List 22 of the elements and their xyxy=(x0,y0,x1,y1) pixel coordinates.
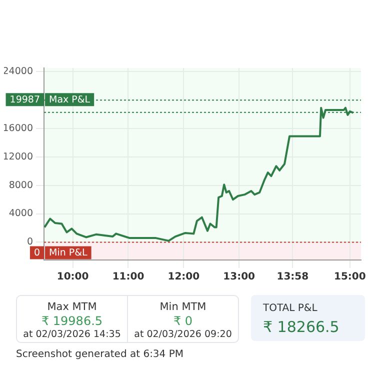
text: at 02/03/2026 09:20 xyxy=(133,328,233,342)
text: Max MTM xyxy=(46,300,98,314)
x-tick-label: 12:00 xyxy=(168,272,200,283)
x-tick-label: 10:00 xyxy=(56,272,89,283)
y-tick-label: 4000 xyxy=(8,208,33,220)
text: Min MTM xyxy=(158,300,208,314)
y-tick-label: 12000 xyxy=(2,151,33,162)
y-tick-label: 16000 xyxy=(2,122,33,134)
text: at 02/03/2026 14:35 xyxy=(22,328,122,342)
text: ₹ 18266.5 xyxy=(263,318,340,336)
ref-line-label: 0 Min P&L xyxy=(34,248,88,259)
x-tick-label: 13:58 xyxy=(276,272,309,283)
text: Screenshot generated at 6:34 PM xyxy=(16,349,184,360)
y-tick-label: 0 xyxy=(26,236,33,248)
text: TOTAL P&L xyxy=(263,303,318,314)
x-tick-label: 13:00 xyxy=(223,272,256,283)
text: ₹ 19986.5 xyxy=(40,314,104,328)
x-tick-label: 11:00 xyxy=(112,272,144,283)
y-tick-label: 8000 xyxy=(8,180,33,191)
ref-line-label: 19987 Max P&L xyxy=(10,94,91,106)
text: ₹ 0 xyxy=(172,314,194,328)
x-tick-label: 15:00 xyxy=(334,272,366,283)
